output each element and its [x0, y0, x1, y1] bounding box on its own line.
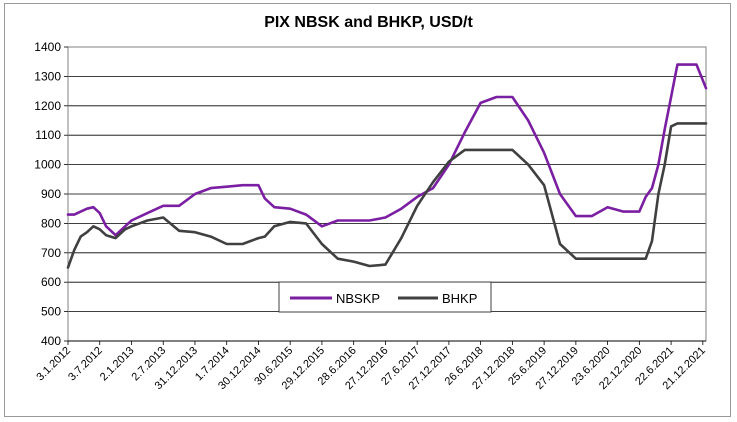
x-tick-label: 2.1.2013: [98, 345, 137, 384]
series-line-nbskp: [66, 63, 708, 237]
y-tick-label: 1300: [34, 69, 61, 83]
y-tick-label: 400: [41, 334, 61, 348]
x-axis: 3.1.20123.7.20122.1.20132.7.201331.12.20…: [34, 340, 708, 392]
y-tick-label: 1100: [35, 128, 61, 142]
x-tick-label: 3.7.2012: [66, 345, 105, 384]
chart-frame: [4, 3, 731, 417]
series-lines: [66, 63, 708, 269]
y-axis: 400 500 600 700 800 900 1000 1100 1200 1300 1400: [34, 40, 68, 348]
legend-label-nbskp: NBSKP: [336, 291, 380, 306]
y-tick-label: 1200: [34, 99, 61, 113]
y-tick-label: 1400: [34, 40, 61, 54]
chart-title: PIX NBSK and BHKP, USD/t: [264, 14, 473, 31]
y-tick-label: 800: [41, 216, 61, 230]
y-tick-label: 600: [41, 275, 61, 289]
y-tick-label: 900: [41, 187, 61, 201]
series-line-bhkp: [66, 122, 708, 269]
x-tick-label: 3.1.2012: [34, 345, 73, 384]
legend-label-bhkp: BHKP: [442, 291, 477, 306]
legend: NBSKP BHKP: [278, 281, 492, 313]
y-tick-label: 700: [41, 246, 61, 260]
y-tick-label: 1000: [34, 158, 61, 172]
y-tick-label: 500: [41, 305, 61, 319]
